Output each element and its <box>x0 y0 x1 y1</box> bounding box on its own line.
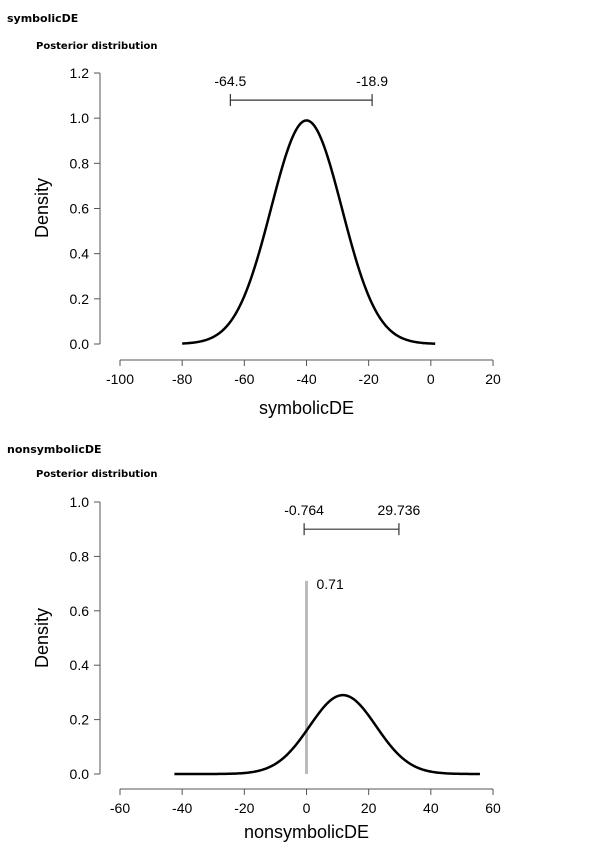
x-tick-label: -20 <box>359 371 379 387</box>
y-tick-label: 0.6 <box>70 603 90 619</box>
y-tick-label: 1.0 <box>70 494 90 510</box>
x-tick-label: 20 <box>485 371 501 387</box>
x-tick-label: 0 <box>303 800 311 816</box>
x-tick-label: -80 <box>172 371 192 387</box>
x-tick-label: -60 <box>110 800 130 816</box>
x-tick-label: -40 <box>172 800 192 816</box>
density-curve <box>174 693 480 776</box>
chart-title: Posterior distribution <box>36 469 158 480</box>
density-curve <box>182 119 436 345</box>
section-title: nonsymbolicDE <box>7 443 102 456</box>
y-axis-label: Density <box>32 608 52 668</box>
y-tick-label: 0.4 <box>70 246 90 262</box>
section-title: symbolicDE <box>7 12 79 25</box>
y-tick-label: 0.0 <box>70 766 90 782</box>
y-tick-label: 1.0 <box>70 110 90 126</box>
chart-title: Posterior distribution <box>36 41 158 52</box>
credible-interval-lower-label: -0.764 <box>284 502 324 518</box>
x-tick-label: 20 <box>361 800 377 816</box>
reference-line-label: 0.71 <box>317 576 344 592</box>
x-axis-label: nonsymbolicDE <box>244 822 369 842</box>
y-tick-label: 1.2 <box>70 65 90 81</box>
x-tick-label: 0 <box>427 371 435 387</box>
credible-interval-lower-label: -64.5 <box>214 73 246 89</box>
credible-interval-upper-label: 29.736 <box>378 502 421 518</box>
x-tick-label: 40 <box>423 800 439 816</box>
x-tick-label: -20 <box>234 800 254 816</box>
y-tick-label: 0.8 <box>70 548 90 564</box>
y-tick-label: 0.8 <box>70 155 90 171</box>
x-tick-label: -60 <box>234 371 254 387</box>
y-tick-label: 0.6 <box>70 201 90 217</box>
x-tick-label: -100 <box>106 371 134 387</box>
x-axis-label: symbolicDE <box>259 398 354 418</box>
y-tick-label: 0.0 <box>70 336 90 352</box>
nonsymbolicDE-panel: nonsymbolicDE Posterior distribution 0.0… <box>0 432 598 867</box>
y-tick-label: 0.4 <box>70 657 90 673</box>
x-tick-label: 60 <box>485 800 501 816</box>
nonsymbolicDE-posterior-chart: 0.0 0.2 0.4 0.6 0.8 1.0 -60 -40 -20 0 20 40 60 nonsym… <box>32 494 501 842</box>
credible-interval-upper-label: -18.9 <box>356 73 388 89</box>
symbolicDE-panel: symbolicDE Posterior distribution 0.0 0.2… <box>0 0 598 432</box>
x-tick-label: -40 <box>296 371 316 387</box>
y-axis-label: Density <box>32 178 52 238</box>
y-tick-label: 0.2 <box>70 712 90 728</box>
y-tick-label: 0.2 <box>70 291 90 307</box>
symbolicDE-posterior-chart: 0.0 0.2 0.4 0.6 0.8 1.0 1.2 -100 -80 -60 -40 -20 0 20… <box>32 65 501 418</box>
